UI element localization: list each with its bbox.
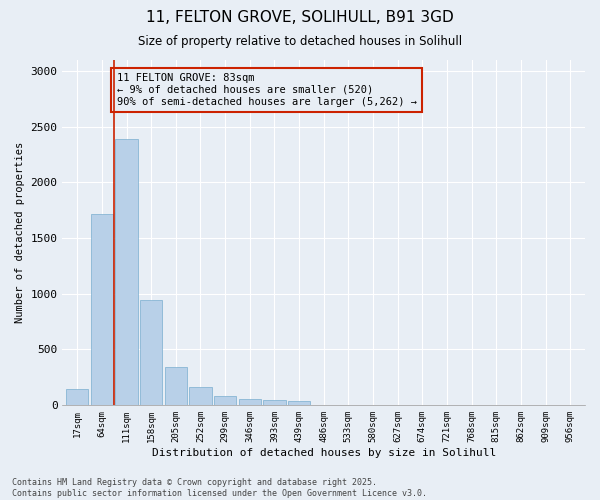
Bar xyxy=(239,400,261,405)
Bar xyxy=(263,400,286,405)
Bar xyxy=(66,390,88,405)
Bar xyxy=(165,367,187,405)
Bar xyxy=(214,396,236,405)
Text: Size of property relative to detached houses in Solihull: Size of property relative to detached ho… xyxy=(138,35,462,48)
Bar xyxy=(140,300,162,405)
Bar xyxy=(288,402,310,405)
Text: 11, FELTON GROVE, SOLIHULL, B91 3GD: 11, FELTON GROVE, SOLIHULL, B91 3GD xyxy=(146,10,454,25)
X-axis label: Distribution of detached houses by size in Solihull: Distribution of detached houses by size … xyxy=(152,448,496,458)
Y-axis label: Number of detached properties: Number of detached properties xyxy=(15,142,25,323)
Bar xyxy=(91,214,113,405)
Text: Contains HM Land Registry data © Crown copyright and database right 2025.
Contai: Contains HM Land Registry data © Crown c… xyxy=(12,478,427,498)
Text: 11 FELTON GROVE: 83sqm
← 9% of detached houses are smaller (520)
90% of semi-det: 11 FELTON GROVE: 83sqm ← 9% of detached … xyxy=(116,74,416,106)
Bar xyxy=(190,387,212,405)
Bar xyxy=(115,139,137,405)
